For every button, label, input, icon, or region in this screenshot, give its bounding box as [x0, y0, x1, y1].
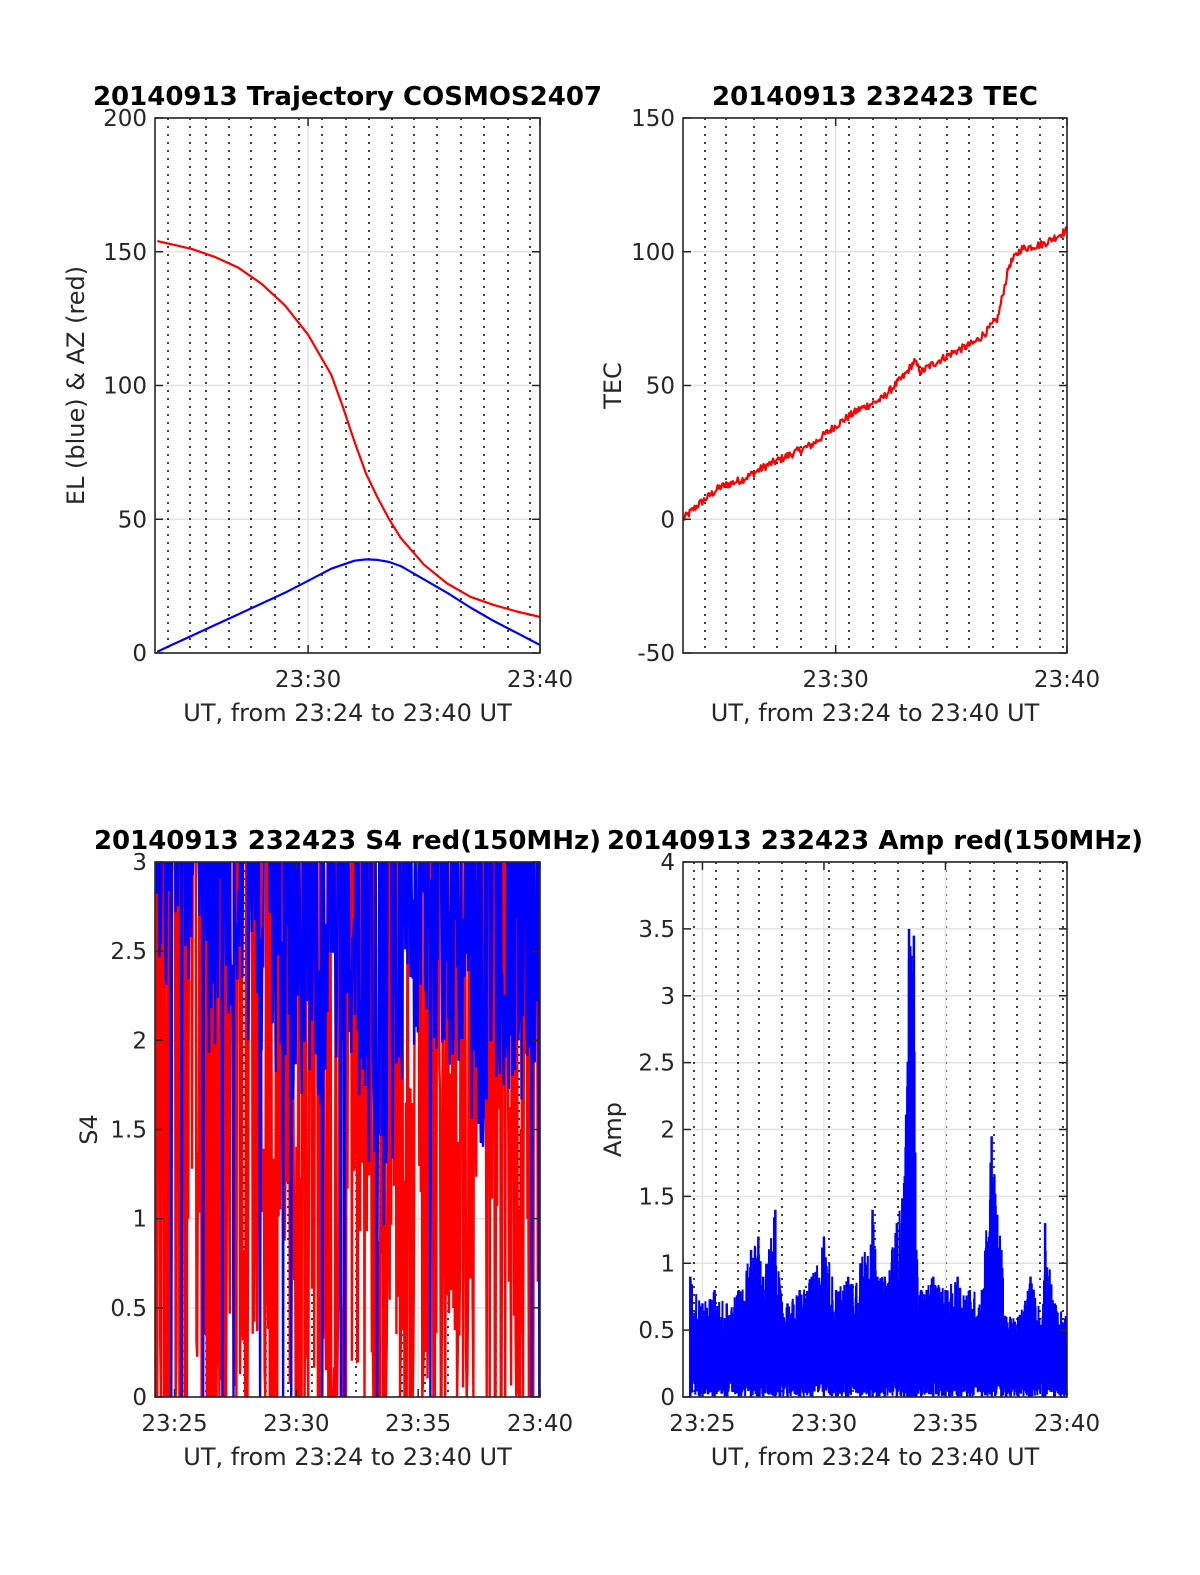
y-tick-label: 0: [132, 641, 147, 667]
amp-panel: 0 0.5 1 1.5 2 2.5 3 3.5 4 23:25 23:30 23:35 23:40 201…: [599, 826, 1143, 1471]
y-tick-label: 1.5: [638, 1184, 675, 1210]
y-tick-label: 1: [660, 1251, 675, 1277]
tec-panel: -50 0 50 100 150 23:30 23:40 20140913 232423 TE…: [599, 82, 1100, 727]
y-axis-label: EL (blue) & AZ (red): [62, 266, 90, 505]
y-tick-label: 0: [660, 1385, 675, 1411]
y-tick-label: 50: [646, 374, 675, 400]
y-tick-label: 1.5: [110, 1118, 147, 1144]
y-axis-label: Amp: [599, 1102, 627, 1157]
y-tick-label: 2: [660, 1118, 675, 1144]
x-axis-label: UT, from 23:24 to 23:40 UT: [711, 699, 1040, 727]
az-series-line: [157, 240, 540, 618]
s4_blue-series-line: [155, 862, 540, 1397]
y-tick-label: 200: [103, 106, 147, 132]
x-tick-label: 23:30: [791, 1411, 857, 1437]
y-tick-label: -50: [637, 641, 675, 667]
y-tick-label: 0.5: [110, 1296, 147, 1322]
y-tick-label: 50: [118, 507, 147, 533]
x-tick-label: 23:40: [507, 667, 573, 693]
x-tick-label: 23:30: [275, 667, 341, 693]
data-traces: [155, 862, 540, 1397]
y-tick-label: 3.5: [638, 917, 675, 943]
chart-title: 20140913 Trajectory COSMOS2407: [93, 82, 602, 112]
x-tick-label: 23:35: [912, 1411, 978, 1437]
y-tick-label: 2: [132, 1028, 147, 1054]
x-axis-label: UT, from 23:24 to 23:40 UT: [183, 1443, 512, 1471]
y-tick-label: 4: [660, 850, 675, 876]
y-tick-label: 0: [660, 507, 675, 533]
x-tick-label: 23:25: [669, 1411, 735, 1437]
x-tick-label: 23:30: [263, 1411, 329, 1437]
el-series-line: [156, 558, 540, 653]
x-axis-label: UT, from 23:24 to 23:40 UT: [183, 699, 512, 727]
y-tick-label: 3: [660, 984, 675, 1010]
chart-title: 20140913 232423 S4 red(150MHz): [94, 826, 601, 856]
x-axis-label: UT, from 23:24 to 23:40 UT: [711, 1443, 1040, 1471]
x-tick-label: 23:35: [385, 1411, 451, 1437]
x-tick-label: 23:40: [507, 1411, 573, 1437]
x-tick-label: 23:40: [1034, 1411, 1100, 1437]
x-tick-label: 23:25: [141, 1411, 207, 1437]
data-traces: [683, 226, 1067, 522]
chart-title: 20140913 232423 TEC: [712, 82, 1038, 112]
y-tick-label: 150: [103, 240, 147, 266]
y-tick-label: 0.5: [638, 1318, 675, 1344]
y-tick-label: 100: [103, 374, 147, 400]
tec-series-line: [683, 226, 1067, 522]
data-traces: [689, 928, 1067, 1397]
y-tick-label: 2.5: [638, 1051, 675, 1077]
y-tick-label: 150: [631, 106, 675, 132]
data-traces: [156, 240, 540, 653]
y-tick-label: 3: [132, 850, 147, 876]
y-tick-label: 100: [631, 240, 675, 266]
s4_red-series-line: [155, 862, 540, 1397]
x-tick-label: 23:40: [1034, 667, 1100, 693]
y-tick-label: 0: [132, 1385, 147, 1411]
y-axis-label: TEC: [599, 362, 627, 410]
y-axis-label: S4: [75, 1114, 103, 1145]
s4-panel: 0 0.5 1 1.5 2 2.5 3 23:25 23:30 23:35 23:40 2014091…: [75, 826, 601, 1471]
x-tick-label: 23:30: [803, 667, 869, 693]
y-tick-label: 1: [132, 1207, 147, 1233]
y-tick-label: 2.5: [110, 939, 147, 965]
trajectory-panel: 0 50 100 150 200 23:30 23:40 20140913 Trajector…: [62, 82, 602, 727]
chart-title: 20140913 232423 Amp red(150MHz): [607, 826, 1143, 856]
